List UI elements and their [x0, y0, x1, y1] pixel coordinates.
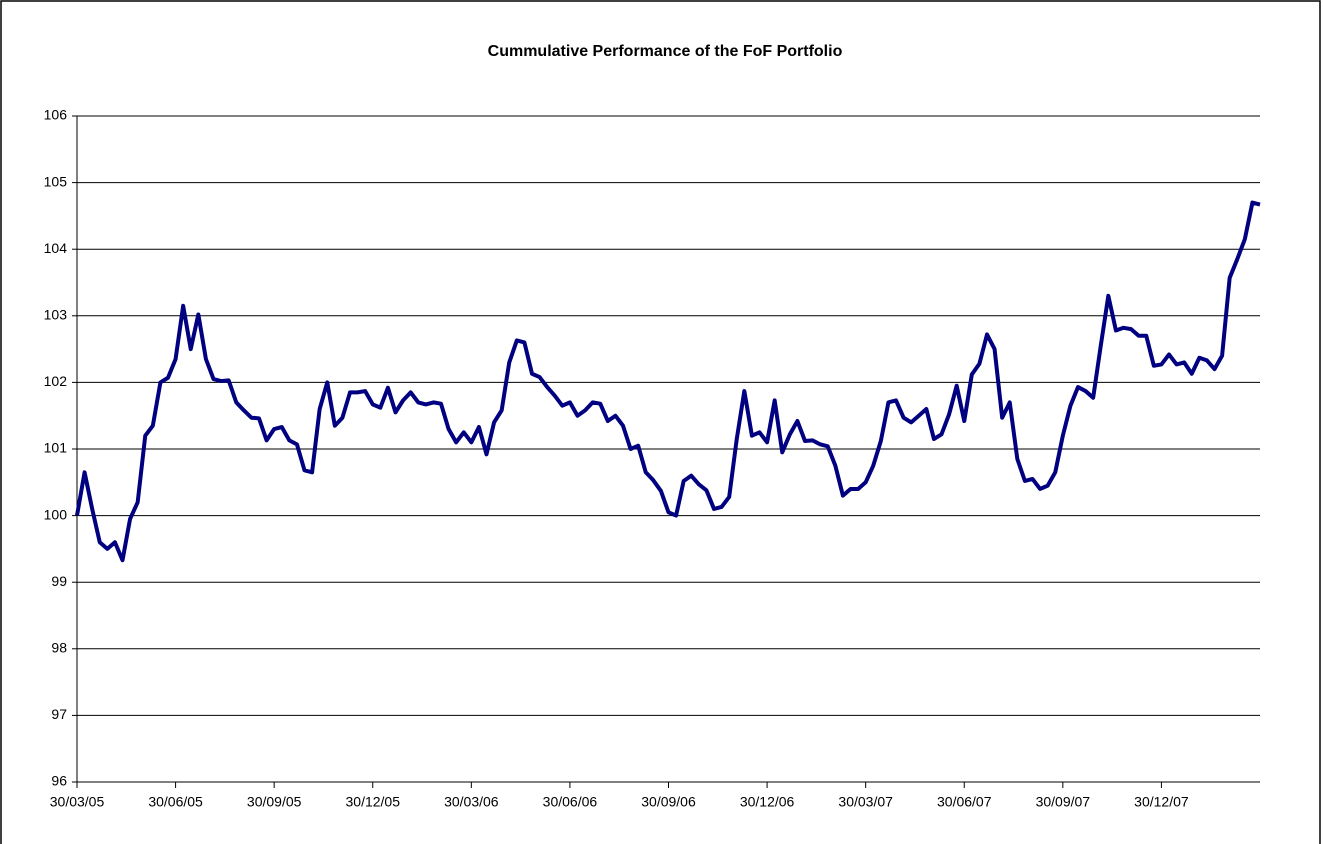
y-tick-label: 105 [44, 173, 68, 189]
y-tick-label: 96 [51, 773, 67, 789]
y-tick-label: 99 [51, 573, 67, 589]
x-tick-label: 30/06/05 [148, 794, 203, 810]
y-tick-label: 106 [44, 107, 68, 123]
y-tick-label: 97 [51, 706, 67, 722]
x-tick-label: 30/12/07 [1134, 794, 1189, 810]
chart-title: Cummulative Performance of the FoF Portf… [488, 43, 843, 60]
x-tick-label: 30/09/07 [1036, 794, 1091, 810]
x-tick-label: 30/03/05 [50, 794, 105, 810]
x-tick-label: 30/12/05 [346, 794, 401, 810]
x-tick-label: 30/09/06 [641, 794, 696, 810]
y-tick-label: 103 [44, 307, 68, 323]
y-tick-label: 104 [44, 240, 68, 256]
x-tick-label: 30/03/06 [444, 794, 499, 810]
y-tick-label: 102 [44, 373, 68, 389]
x-tick-label: 30/06/07 [937, 794, 992, 810]
x-tick-label: 30/06/06 [543, 794, 598, 810]
x-tick-label: 30/12/06 [740, 794, 795, 810]
x-tick-label: 30/03/07 [838, 794, 893, 810]
y-tick-label: 100 [44, 506, 68, 522]
y-tick-label: 101 [44, 440, 68, 456]
data-line [75, 200, 1261, 563]
y-tick-label: 98 [51, 640, 67, 656]
x-tick-label: 30/09/05 [247, 794, 302, 810]
